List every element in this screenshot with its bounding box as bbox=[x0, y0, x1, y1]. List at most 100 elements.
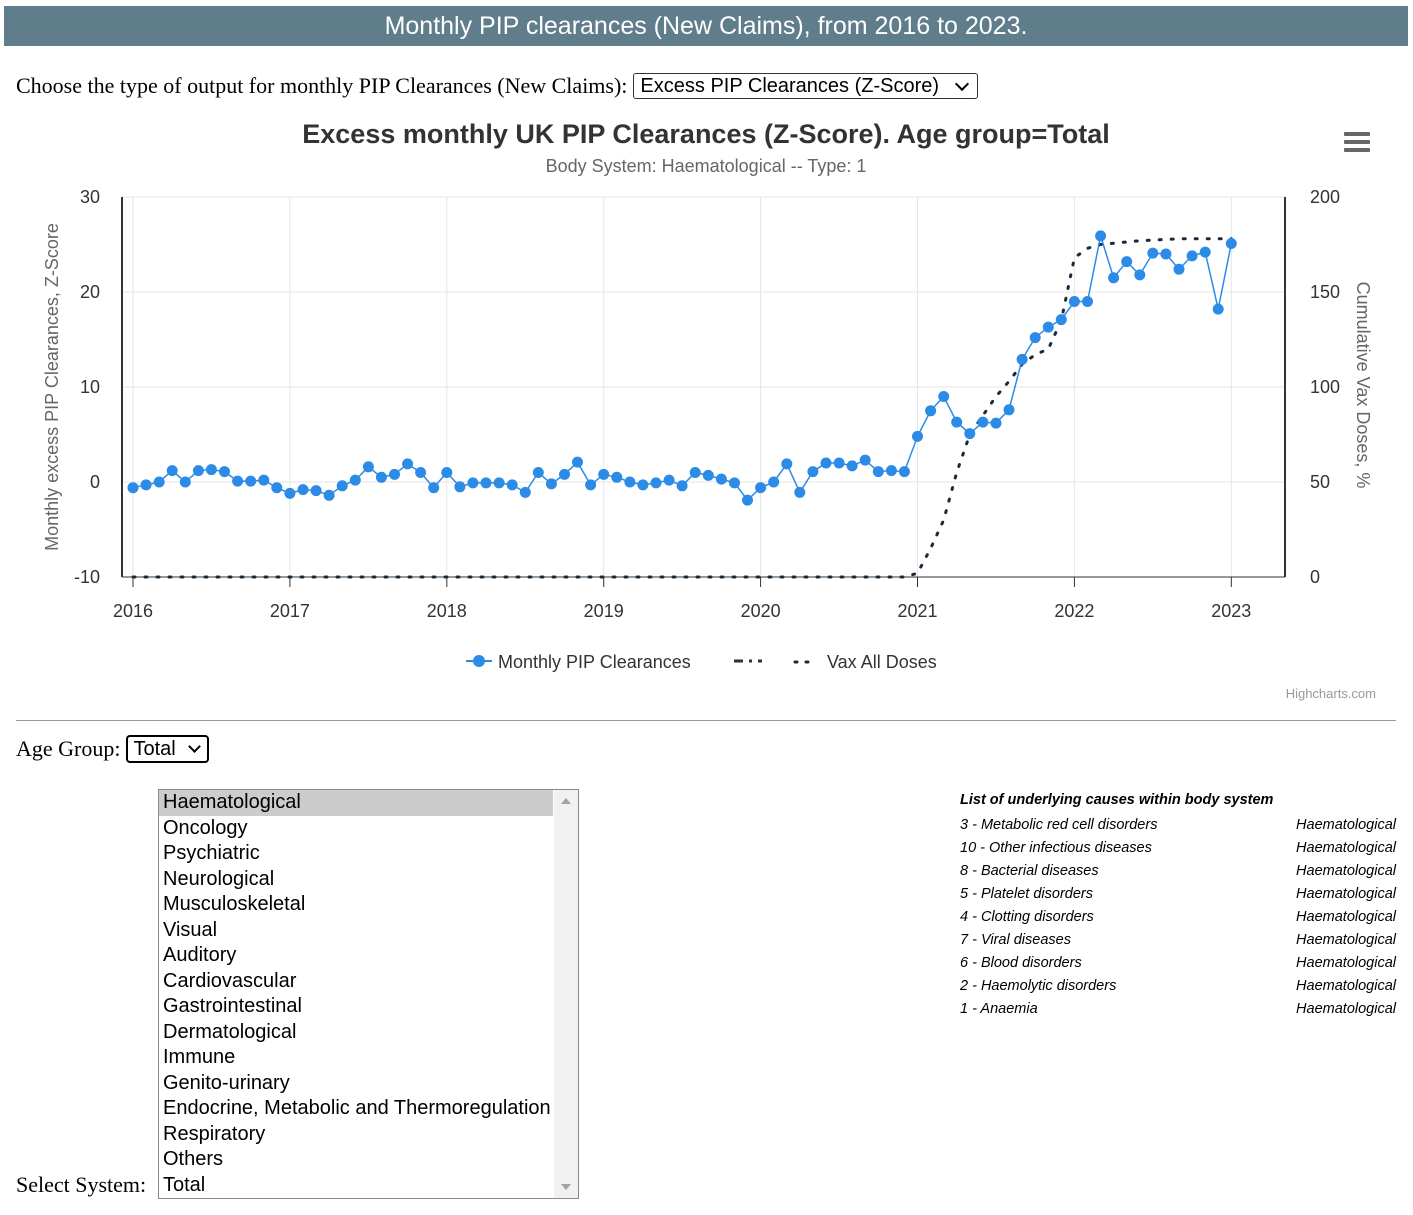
age-group-row: Age Group: Total bbox=[16, 735, 209, 763]
system-option[interactable]: Respiratory bbox=[163, 1122, 266, 1145]
pip-data-point bbox=[729, 477, 740, 489]
y2-tick-label: 150 bbox=[1310, 282, 1340, 302]
pip-data-point bbox=[1042, 321, 1054, 333]
chart-title: Excess monthly UK PIP Clearances (Z-Scor… bbox=[302, 119, 1109, 149]
causes-panel: List of underlying causes within body sy… bbox=[958, 792, 1398, 1020]
y2-tick-label: 100 bbox=[1310, 377, 1340, 397]
cause-row: 2 - Haemolytic disorders Haematological bbox=[958, 974, 1398, 997]
page-banner: Monthly PIP clearances (New Claims), fro… bbox=[4, 6, 1408, 46]
pip-data-point bbox=[127, 482, 139, 494]
pip-data-point bbox=[271, 482, 283, 494]
pip-data-point bbox=[166, 465, 178, 477]
output-type-value: Excess PIP Clearances (Z-Score) bbox=[640, 75, 940, 97]
cause-row: 4 - Clotting disorders Haematological bbox=[958, 905, 1398, 928]
chevron-down-icon bbox=[187, 740, 201, 753]
chart-menu-icon[interactable] bbox=[1344, 132, 1370, 152]
system-option[interactable]: Total bbox=[163, 1173, 206, 1196]
pip-data-point bbox=[859, 454, 871, 466]
x-tick-label: 2022 bbox=[1054, 601, 1094, 621]
cause-system: Haematological bbox=[1296, 908, 1396, 925]
y2-tick-label: 50 bbox=[1310, 472, 1330, 492]
pip-data-point bbox=[585, 479, 597, 491]
scroll-up-icon[interactable] bbox=[561, 798, 571, 804]
vax-series-line bbox=[131, 237, 1233, 579]
system-option[interactable]: Others bbox=[163, 1148, 224, 1170]
pip-data-point bbox=[258, 474, 270, 486]
y-tick-label: 30 bbox=[80, 187, 100, 207]
pip-data-point bbox=[715, 473, 727, 485]
cause-system: Haematological bbox=[1296, 839, 1396, 856]
system-option[interactable]: Immune bbox=[163, 1046, 236, 1068]
cause-name: 1 - Anaemia bbox=[960, 1000, 1038, 1017]
age-group-select[interactable]: Total bbox=[126, 735, 209, 763]
pip-data-point bbox=[742, 494, 753, 506]
pip-data-point bbox=[1029, 332, 1041, 344]
system-option[interactable]: Neurological bbox=[163, 867, 275, 890]
y-tick-label: 20 bbox=[80, 282, 100, 302]
output-type-select[interactable]: Excess PIP Clearances (Z-Score) bbox=[633, 73, 979, 99]
pip-data-point bbox=[153, 476, 165, 488]
cause-name: 6 - Blood disorders bbox=[960, 954, 1082, 971]
pip-data-point bbox=[885, 465, 897, 477]
system-option[interactable]: Endocrine, Metabolic and Thermoregulatio… bbox=[163, 1097, 551, 1119]
pip-data-point bbox=[1173, 263, 1185, 275]
system-option[interactable]: Psychiatric bbox=[163, 842, 260, 864]
pip-data-point bbox=[519, 486, 531, 498]
pip-data-point bbox=[1016, 353, 1028, 365]
system-option[interactable]: Dermatological bbox=[163, 1020, 297, 1043]
cause-row: 10 - Other infectious diseases Haematolog… bbox=[958, 836, 1398, 859]
system-option[interactable]: Gastrointestinal bbox=[163, 995, 302, 1017]
pip-data-point bbox=[624, 476, 636, 488]
pip-data-point bbox=[323, 489, 335, 501]
pip-data-point bbox=[912, 430, 923, 442]
pip-data-point bbox=[598, 468, 610, 480]
y2-tick-label: 200 bbox=[1310, 187, 1340, 207]
pip-data-point bbox=[925, 405, 937, 417]
cause-system: Haematological bbox=[1296, 1000, 1396, 1017]
cause-system: Haematological bbox=[1296, 931, 1396, 948]
output-type-label: Choose the type of output for monthly PI… bbox=[16, 73, 628, 98]
system-option[interactable]: Cardiovascular bbox=[163, 969, 297, 992]
cause-system: Haematological bbox=[1296, 862, 1396, 879]
pip-data-point bbox=[310, 485, 322, 497]
scroll-down-icon[interactable] bbox=[561, 1184, 571, 1190]
age-group-label: Age Group: bbox=[16, 736, 121, 761]
legend-pip-marker bbox=[473, 655, 485, 667]
pip-data-point bbox=[1068, 296, 1080, 307]
pip-data-point bbox=[676, 480, 688, 492]
chart-subtitle: Body System: Haematological -- Type: 1 bbox=[546, 156, 867, 176]
system-option[interactable]: Visual bbox=[163, 918, 218, 941]
system-listbox[interactable]: Haematological Oncology Psychiatric Neurolo… bbox=[158, 789, 579, 1199]
system-option[interactable]: Auditory bbox=[163, 944, 237, 966]
system-option[interactable]: Musculoskeletal bbox=[163, 893, 306, 915]
cause-row: 5 - Platelet disorders Haematological bbox=[958, 882, 1398, 905]
cause-system: Haematological bbox=[1296, 885, 1396, 902]
pip-data-point bbox=[205, 464, 217, 476]
pip-data-point bbox=[1147, 247, 1159, 259]
pip-data-point bbox=[1055, 314, 1067, 326]
pip-data-point bbox=[506, 479, 518, 491]
cause-name: 10 - Other infectious diseases bbox=[960, 839, 1152, 856]
x-tick-label: 2023 bbox=[1211, 601, 1251, 621]
pip-data-point bbox=[1212, 303, 1224, 315]
pip-data-point bbox=[1121, 256, 1133, 268]
x-tick-label: 2019 bbox=[584, 601, 624, 621]
pip-data-point bbox=[454, 481, 466, 493]
pip-data-point bbox=[755, 482, 767, 494]
divider bbox=[16, 720, 1396, 721]
system-option[interactable]: Oncology bbox=[163, 816, 248, 839]
y-tick-label: 0 bbox=[90, 472, 100, 492]
y-axis-title: Monthly excess PIP Clearances, Z-Score bbox=[42, 223, 62, 551]
pip-data-point bbox=[689, 467, 701, 478]
pip-data-point bbox=[898, 466, 910, 478]
system-option[interactable]: Genito-urinary bbox=[163, 1071, 290, 1094]
cause-system: Haematological bbox=[1296, 977, 1396, 994]
listbox-scrollbar[interactable] bbox=[554, 790, 578, 1198]
pip-data-point bbox=[375, 471, 387, 483]
pip-data-point bbox=[245, 475, 257, 487]
pip-data-point bbox=[140, 479, 152, 491]
system-option[interactable]: Haematological bbox=[159, 790, 553, 816]
y2-axis-title: Cumulative Vax Doses, % bbox=[1353, 282, 1373, 489]
pip-data-point bbox=[1186, 250, 1198, 262]
chart-container: Excess monthly UK PIP Clearances (Z-Scor… bbox=[0, 105, 1413, 705]
